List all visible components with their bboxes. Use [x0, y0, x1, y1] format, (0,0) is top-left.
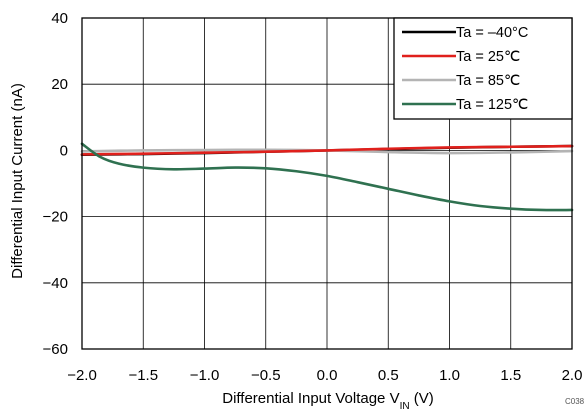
plot-frame	[81, 17, 573, 350]
series-line-1	[80, 144, 574, 156]
x-tick-label: −2.0	[67, 367, 97, 384]
x-tick-label: 1.5	[500, 367, 521, 384]
x-tick-label: 1.0	[439, 367, 460, 384]
x-tick-labels: −2.0 −1.5 −1.0 −0.5 0.0 0.5 1.0 1.5 2.0	[67, 367, 582, 384]
series-group	[80, 142, 574, 212]
legend-label-0: Ta = –40°C	[456, 25, 528, 41]
x-axis-label-unit: (V)	[410, 390, 434, 407]
x-tick-label: 0.5	[378, 367, 399, 384]
x-tick-label: −1.0	[190, 367, 220, 384]
legend-label-3: Ta = 125℃	[456, 97, 528, 113]
x-axis-label-subscript: IN	[400, 401, 410, 412]
y-tick-label: 40	[51, 10, 68, 27]
x-tick-label: −1.5	[128, 367, 158, 384]
y-tick-label: 20	[51, 76, 68, 93]
legend-box	[393, 17, 573, 120]
series-line-3	[80, 142, 574, 212]
x-tick-label: −0.5	[251, 367, 281, 384]
legend-label-2: Ta = 85℃	[456, 73, 520, 89]
x-axis-label: Differential Input Voltage VIN (V)	[222, 390, 434, 412]
y-tick-label: 0	[60, 142, 68, 159]
legend-label-1: Ta = 25℃	[456, 49, 520, 65]
y-tick-label: −60	[43, 341, 68, 358]
y-tick-label: −20	[43, 209, 68, 226]
x-axis-label-main: Differential Input Voltage V	[222, 390, 399, 407]
legend: Ta = –40°C Ta = 25℃ Ta = 85℃ Ta = 125℃	[393, 17, 573, 120]
figure-code-label: C038	[565, 397, 585, 406]
legend-items: Ta = –40°C Ta = 25℃ Ta = 85℃ Ta = 125℃	[402, 25, 528, 113]
y-tick-labels: 40 20 0 −20 −40 −60	[43, 10, 68, 358]
x-tick-label: 0.0	[317, 367, 338, 384]
y-tick-label: −40	[43, 275, 68, 292]
x-tick-label: 2.0	[562, 367, 583, 384]
y-axis-label: Differential Input Current (nA)	[9, 83, 26, 279]
